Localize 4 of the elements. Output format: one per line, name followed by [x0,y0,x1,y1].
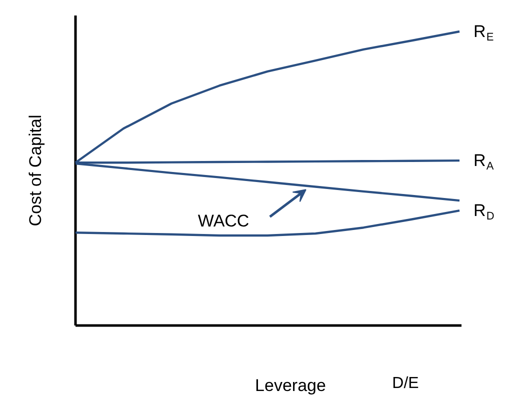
annotation: WACC [198,212,250,231]
y-axis-title: Cost of Capital [26,114,45,226]
x-axis-title: Leverage [255,376,326,395]
text: D/E [392,375,419,392]
